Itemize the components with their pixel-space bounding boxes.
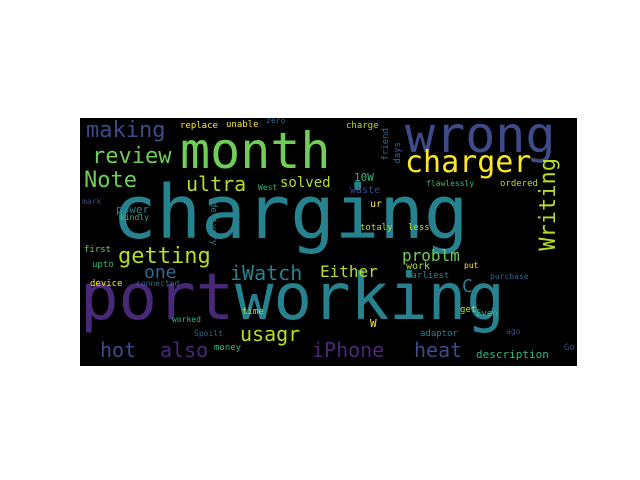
word-solved: solved xyxy=(280,175,331,191)
word-ordered: ordered xyxy=(500,179,538,189)
word-spoilt: Spoilt xyxy=(194,329,223,338)
word-description: description xyxy=(476,348,549,361)
word-one: one xyxy=(144,262,177,283)
word-also: also xyxy=(160,338,209,362)
word-get: get xyxy=(460,305,477,315)
word-go: Go xyxy=(564,343,575,353)
word-waste: waste xyxy=(350,185,381,196)
word-wrong: wrong xyxy=(405,118,556,164)
word-month: month xyxy=(180,122,331,180)
word-hot: hot xyxy=(100,338,137,362)
word-10w: 10W xyxy=(354,171,374,184)
word-getting: getting xyxy=(118,244,211,269)
word-writing: Writing xyxy=(536,158,561,251)
word-note: Note xyxy=(84,168,137,193)
word-kindly: kindly xyxy=(120,213,149,222)
word-first: first xyxy=(84,245,112,255)
word-making: making xyxy=(86,118,166,143)
word-delivery: delivery xyxy=(208,202,218,246)
word-ultra: ultra xyxy=(186,172,247,196)
word-money: money xyxy=(214,343,242,353)
word-ago: ago xyxy=(506,327,521,336)
word-c: C xyxy=(462,276,473,297)
word-time: time xyxy=(242,307,264,317)
word-working: working xyxy=(235,261,505,335)
word-worked: worked xyxy=(172,315,201,324)
word-review: review xyxy=(92,144,172,169)
word-totaly: totaly xyxy=(360,223,393,233)
word-earliest: earliest xyxy=(406,271,450,281)
word-work: work xyxy=(406,261,431,272)
word-west: West xyxy=(258,183,278,192)
word-ur: ur xyxy=(370,199,383,210)
word-charging: charging xyxy=(112,170,469,256)
word-less: less xyxy=(408,223,430,233)
word-mark: mark xyxy=(82,197,102,206)
word-put: put xyxy=(464,261,479,270)
word-unable: unable xyxy=(226,120,259,130)
word-replace: replace xyxy=(180,121,218,131)
word-days: days xyxy=(393,142,403,164)
word-iwatch: iWatch xyxy=(230,261,303,285)
word-zero: zero xyxy=(266,118,286,125)
word-charge: charge xyxy=(346,121,379,131)
word-connected: connected xyxy=(136,279,180,288)
word-adaptor: adaptor xyxy=(420,329,458,339)
word-even: Even xyxy=(476,309,498,319)
word-either: Either xyxy=(320,262,378,281)
word-device: device xyxy=(90,279,123,289)
word-iphone: iPhone xyxy=(312,338,385,362)
word-w: W xyxy=(370,317,377,330)
word-upto: upto xyxy=(92,260,114,270)
word-power: power xyxy=(116,203,150,216)
word-usagr: usagr xyxy=(240,322,301,346)
word-purchase: purchase xyxy=(490,272,529,281)
word-problm: problm xyxy=(402,246,460,265)
word-heat: heat xyxy=(414,338,463,362)
word-friend: friend xyxy=(381,128,391,161)
word-port: port xyxy=(80,261,235,335)
word-charger: charger xyxy=(405,145,532,180)
word-cloud: charging working month wrong port charge… xyxy=(80,118,577,366)
word-flawlessly: flawlessly xyxy=(426,179,475,188)
